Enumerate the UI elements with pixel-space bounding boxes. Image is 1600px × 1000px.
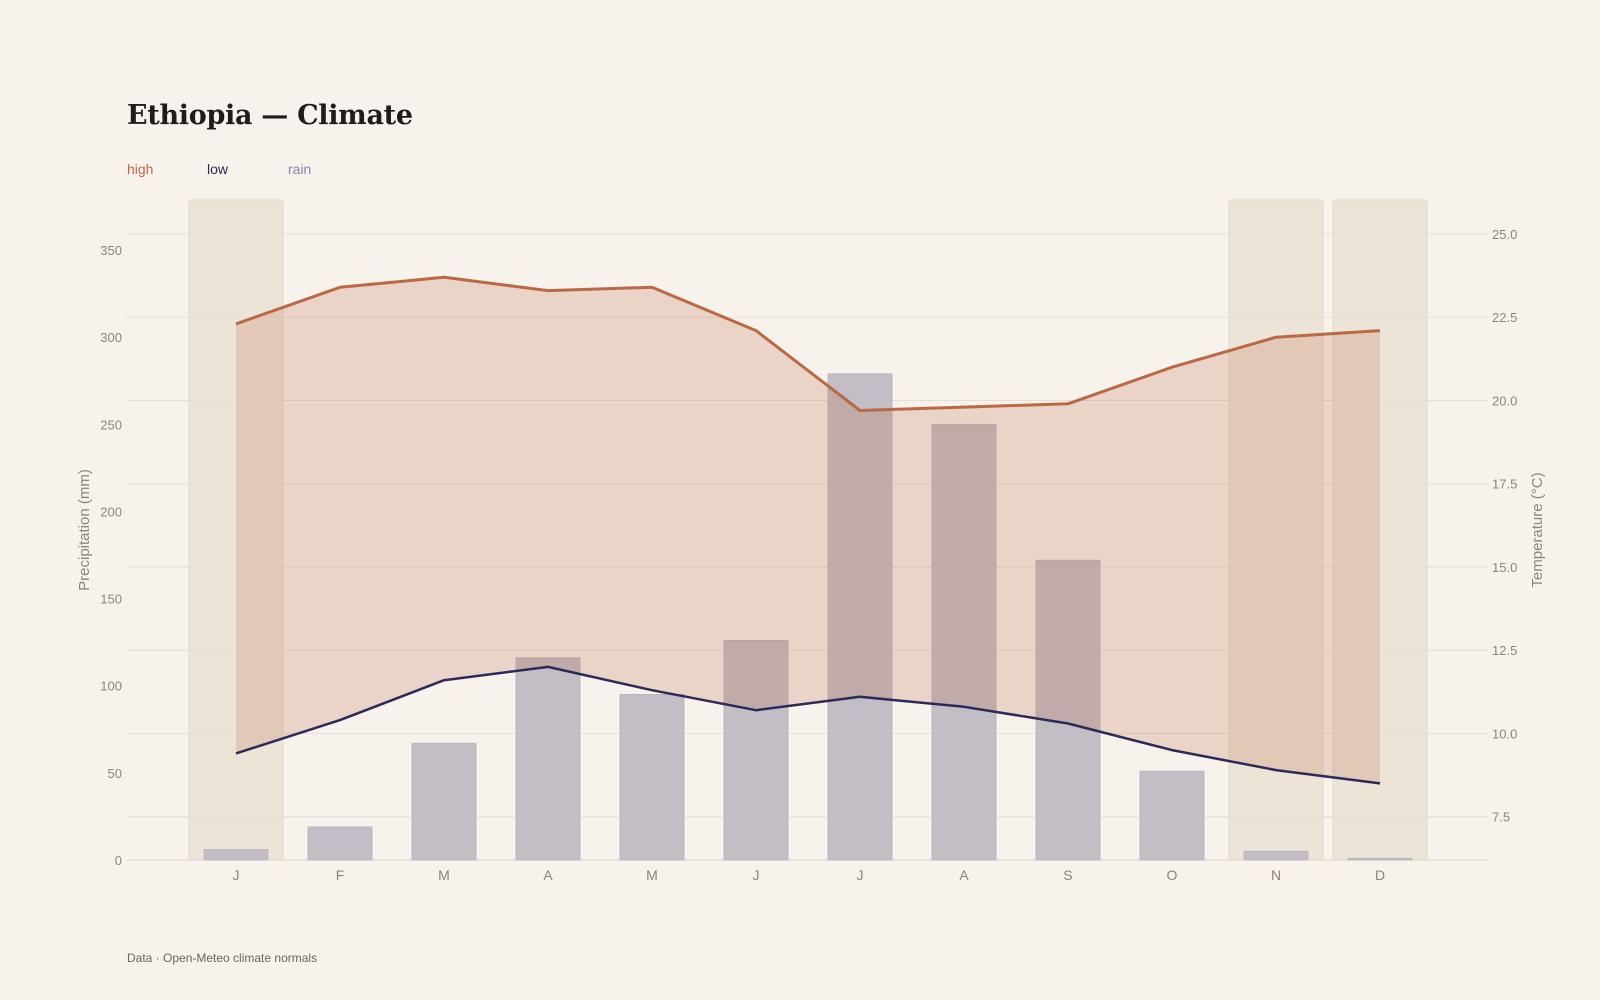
rain-bar-J-5 bbox=[723, 640, 789, 861]
y-tick-label: 250 bbox=[100, 417, 122, 432]
rain-bar-D-11 bbox=[1347, 857, 1413, 861]
y2-tick-label: 22.5 bbox=[1492, 310, 1517, 325]
y2-axis-title: Temperature (°C) bbox=[1529, 472, 1546, 587]
y-tick-label: 100 bbox=[100, 679, 122, 694]
y-tick-label: 150 bbox=[100, 592, 122, 607]
x-tick-label: J bbox=[753, 867, 760, 883]
x-tick-label: F bbox=[336, 867, 345, 883]
y-tick-label: 200 bbox=[100, 504, 122, 519]
rain-bar-A-3 bbox=[515, 657, 581, 861]
x-tick-label: J bbox=[857, 867, 864, 883]
x-tick-label: D bbox=[1375, 867, 1385, 883]
season-highlight-10 bbox=[1228, 199, 1324, 861]
y2-tick-label: 15.0 bbox=[1492, 560, 1517, 575]
left-axis-ticks: 0 50 100 150 200 250 300 350 bbox=[100, 243, 122, 868]
y2-tick-label: 25.0 bbox=[1492, 227, 1517, 242]
rain-bar-J-0 bbox=[203, 849, 269, 861]
rain-bar-M-4 bbox=[619, 694, 685, 861]
legend-item-low: low bbox=[207, 161, 229, 177]
low-temperature-line bbox=[235, 665, 1381, 785]
y2-tick-label: 20.0 bbox=[1492, 393, 1517, 408]
y-tick-label: 350 bbox=[100, 243, 122, 258]
dry-season-highlights bbox=[188, 199, 1428, 861]
y-tick-label: 0 bbox=[115, 853, 122, 868]
rain-bar-M-2 bbox=[411, 742, 477, 861]
high-temperature-line bbox=[235, 275, 1381, 412]
y2-tick-label: 7.5 bbox=[1492, 810, 1510, 825]
rain-bar-S-8 bbox=[1035, 559, 1101, 861]
season-highlight-11 bbox=[1332, 199, 1428, 861]
y2-tick-label: 12.5 bbox=[1492, 643, 1517, 658]
y2-tick-label: 10.0 bbox=[1492, 726, 1517, 741]
right-axis-ticks: 7.5 10.0 12.5 15.0 17.5 20.0 22.5 25.0 bbox=[1492, 227, 1517, 825]
y-tick-label: 300 bbox=[100, 330, 122, 345]
x-tick-label: N bbox=[1271, 867, 1281, 883]
rain-bar-J-6 bbox=[827, 373, 893, 861]
season-highlight-0 bbox=[188, 199, 284, 861]
x-tick-label: A bbox=[959, 867, 969, 883]
x-tick-label: A bbox=[543, 867, 553, 883]
rain-bar-N-10 bbox=[1243, 850, 1309, 861]
legend-item-high: high bbox=[127, 161, 154, 177]
y-tick-label: 50 bbox=[108, 766, 122, 781]
legend-item-rain: rain bbox=[288, 161, 312, 177]
x-tick-label: S bbox=[1063, 867, 1072, 883]
x-tick-label: M bbox=[646, 867, 658, 883]
x-tick-label: M bbox=[438, 867, 450, 883]
rain-bar-O-9 bbox=[1139, 770, 1205, 861]
gridlines bbox=[127, 233, 1488, 861]
x-tick-label: O bbox=[1167, 867, 1178, 883]
x-tick-label: J bbox=[233, 867, 240, 883]
temperature-range-band bbox=[236, 277, 1380, 784]
y-axis-title: Precipitation (mm) bbox=[76, 469, 93, 591]
rain-bars bbox=[203, 373, 1413, 861]
y2-tick-label: 17.5 bbox=[1492, 477, 1517, 492]
data-source-note: Data · Open-Meteo climate normals bbox=[127, 951, 318, 965]
chart-title: Ethiopia — Climate bbox=[127, 100, 413, 131]
rain-bar-A-7 bbox=[931, 423, 997, 861]
rain-bar-F-1 bbox=[307, 826, 373, 861]
